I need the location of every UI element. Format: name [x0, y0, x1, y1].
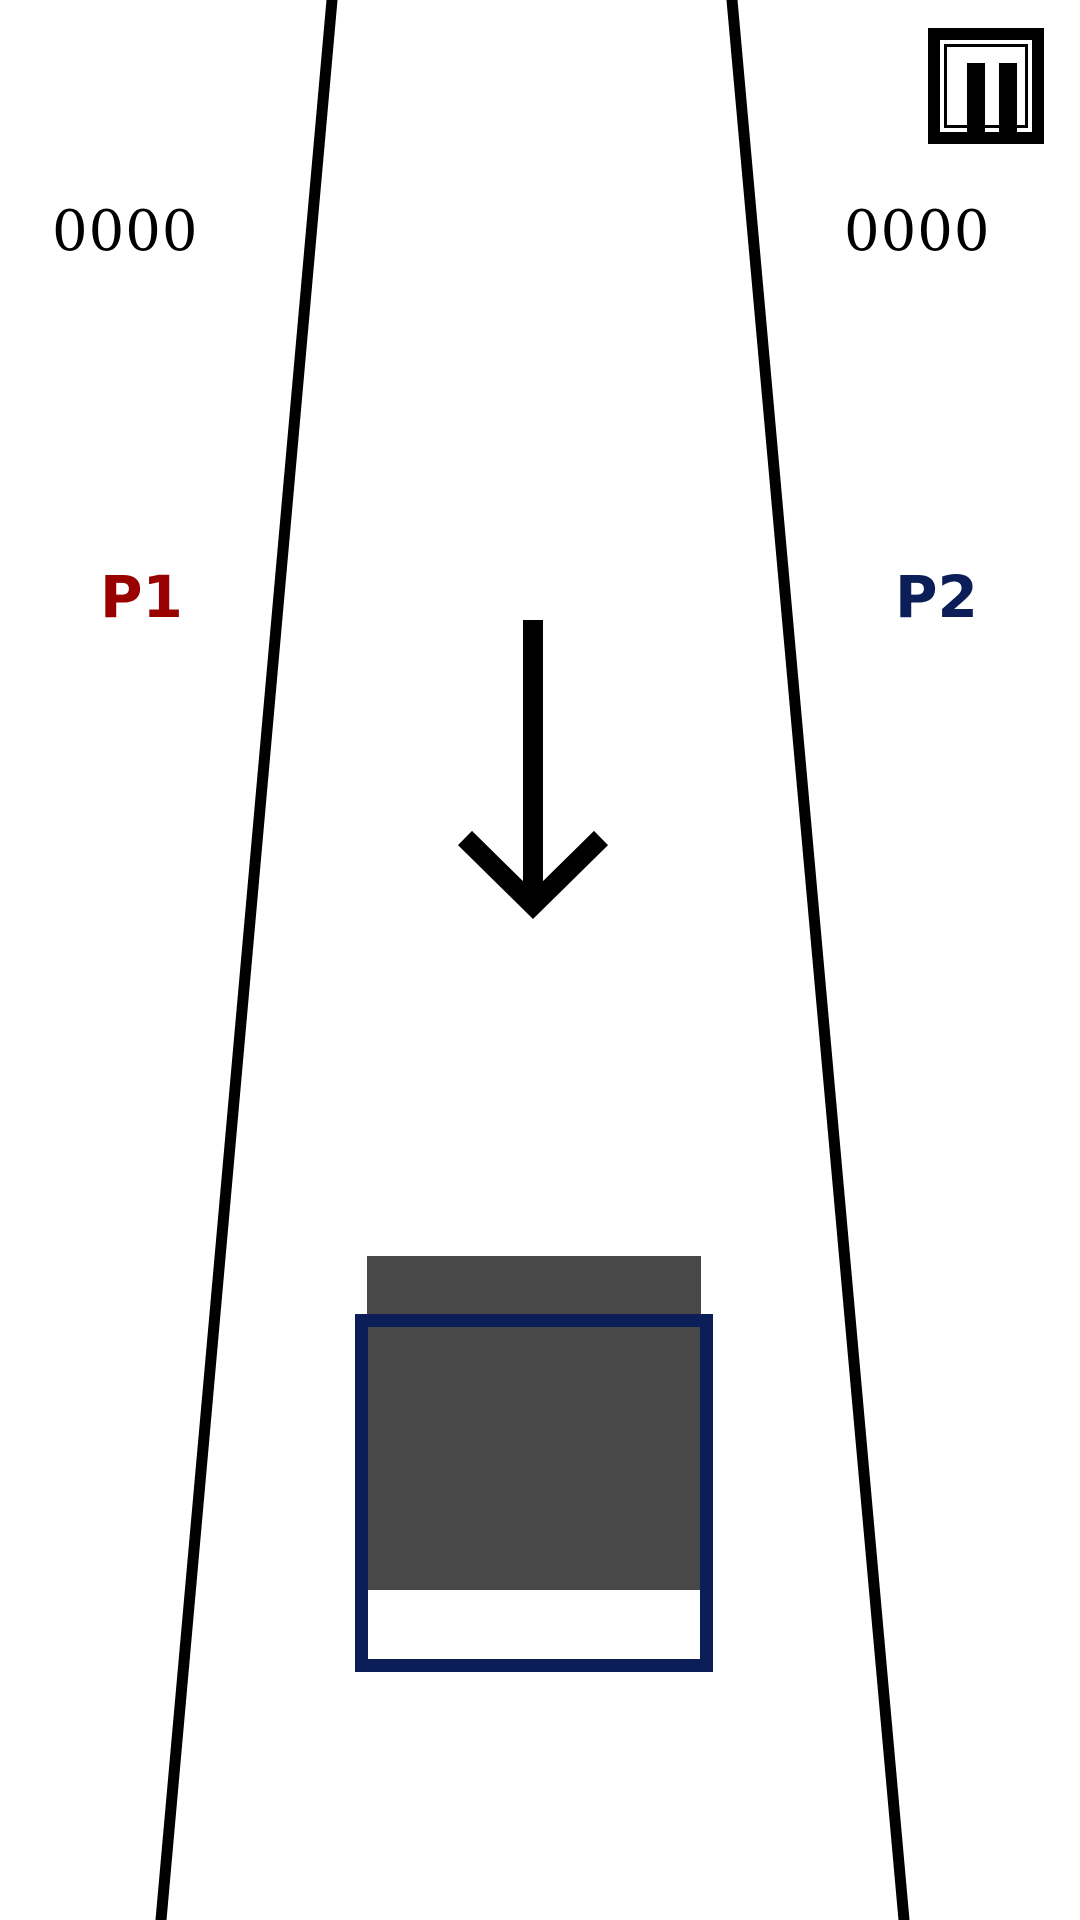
- p1-score: 0000: [52, 199, 199, 264]
- p2-label: P2: [895, 563, 978, 631]
- pause-bar-right: [999, 63, 1017, 137]
- pause-bar-left: [967, 63, 985, 137]
- pause-button[interactable]: [928, 28, 1044, 144]
- track-right-edge: [726, 0, 910, 1920]
- arrow-down-icon: [457, 620, 609, 920]
- target-gap: [368, 1590, 700, 1659]
- falling-block: [367, 1256, 701, 1590]
- target-box[interactable]: [355, 1314, 713, 1672]
- p2-score: 0000: [844, 199, 991, 264]
- track-left-edge: [155, 0, 338, 1920]
- p1-label: P1: [100, 563, 183, 631]
- pause-icon: [944, 44, 1028, 137]
